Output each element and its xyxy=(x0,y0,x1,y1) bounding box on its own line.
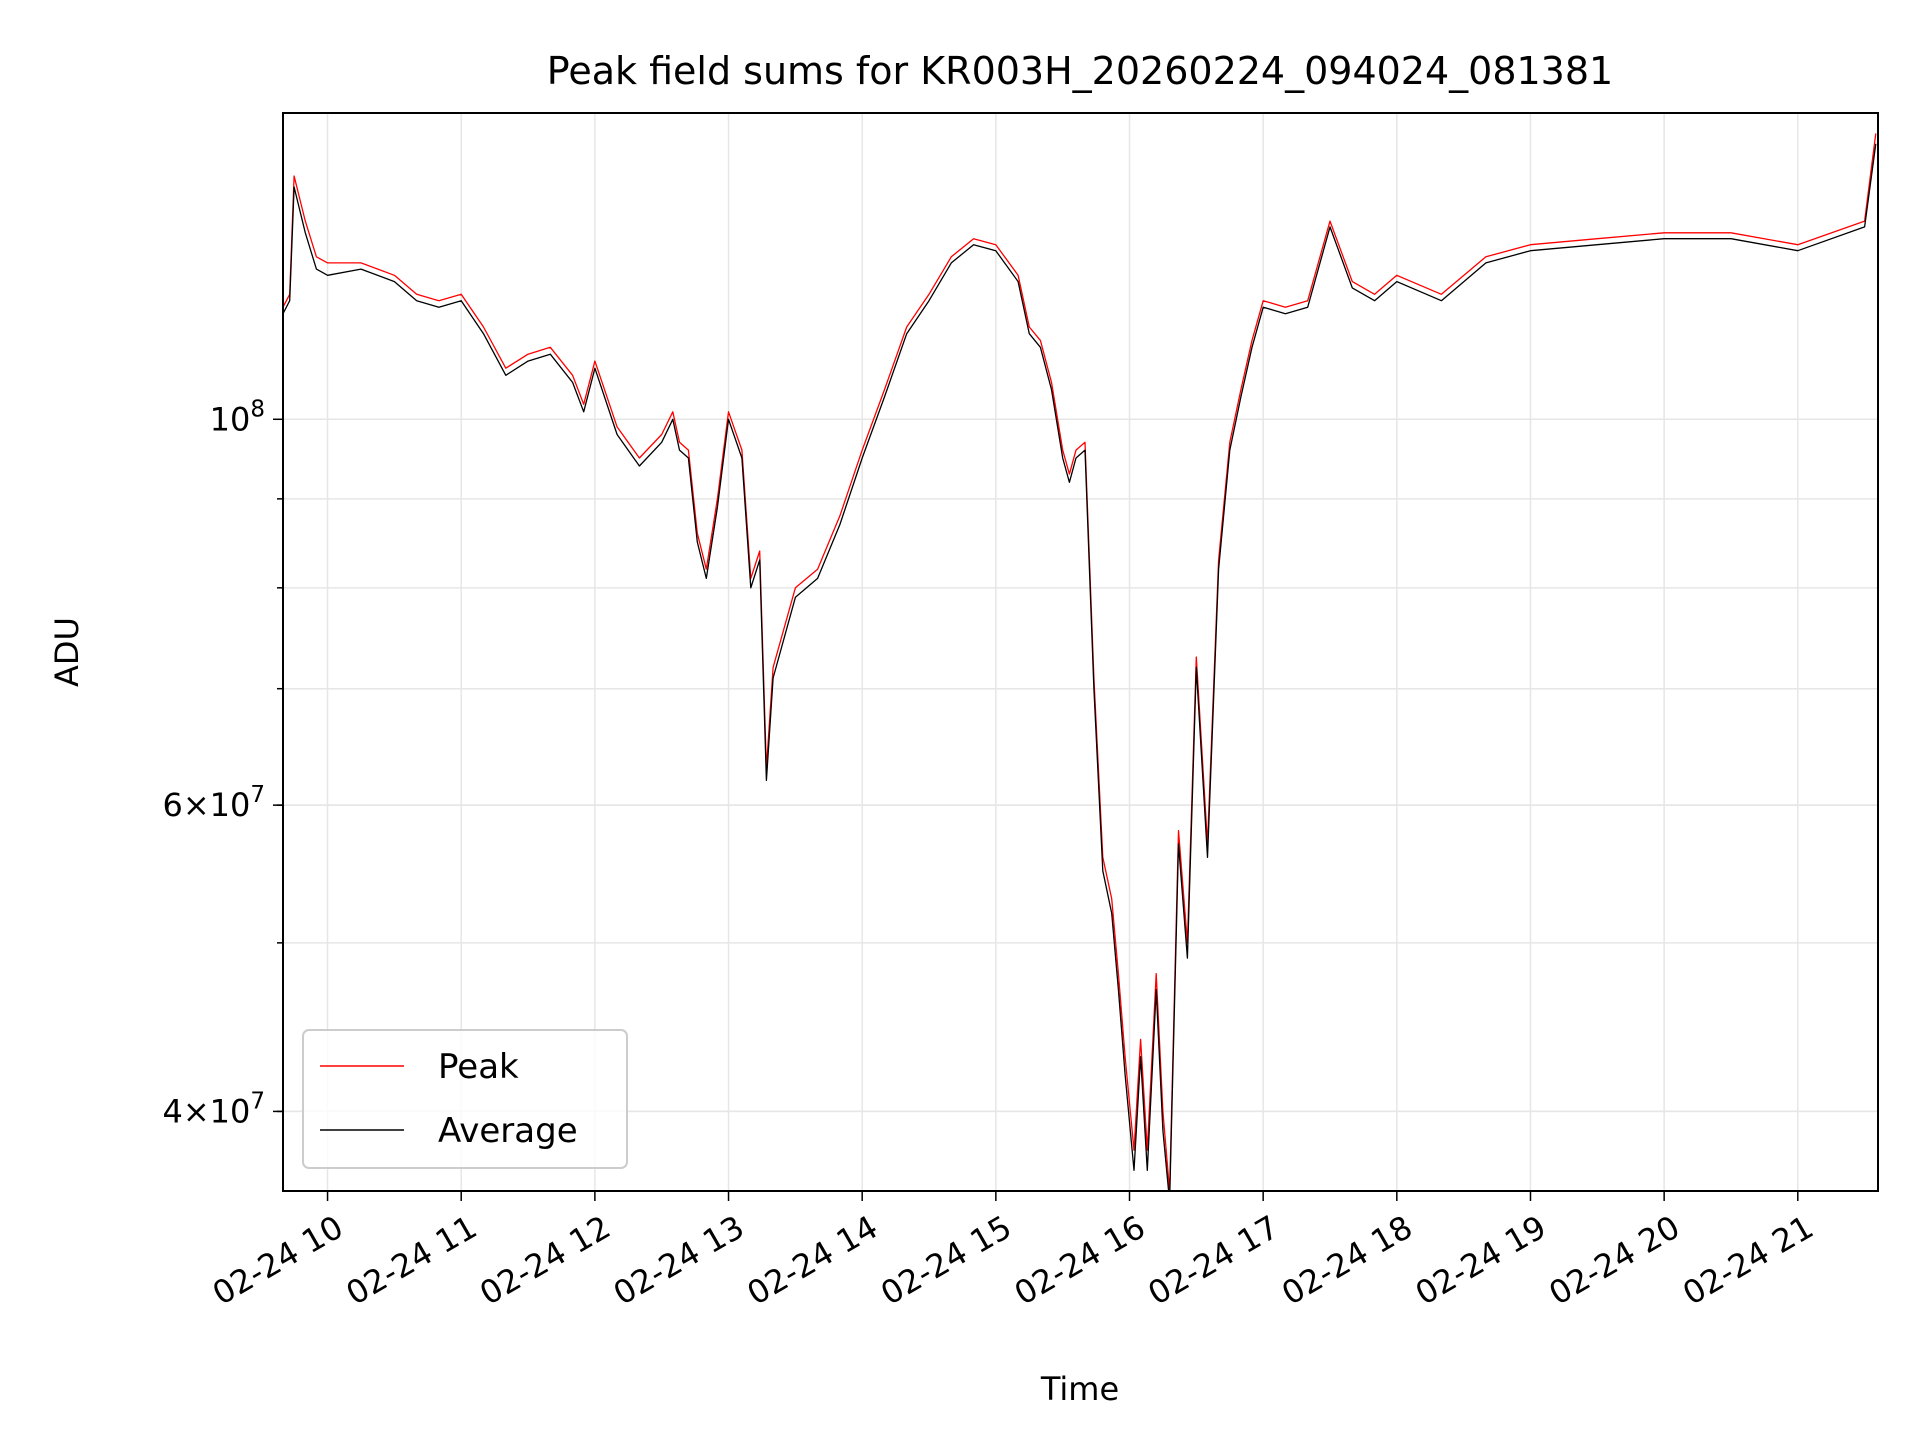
y-tick-label: 108 xyxy=(210,396,265,438)
y-tick-label: 6×107 xyxy=(162,782,265,824)
plot-frame xyxy=(282,112,1879,1192)
series-line-peak xyxy=(283,133,1877,1191)
legend-label-average: Average xyxy=(438,1111,578,1151)
legend: Peak Average xyxy=(302,1029,628,1169)
plot-area xyxy=(282,112,1879,1192)
plot-background xyxy=(283,113,1878,1191)
y-tick-label: 4×107 xyxy=(162,1088,265,1130)
series-line-average xyxy=(283,143,1877,1191)
chart-title: Peak field sums for KR003H_20260224_0940… xyxy=(547,49,1613,93)
x-axis-label: Time xyxy=(1040,1370,1119,1408)
y-axis: 108 6×107 4×107 xyxy=(162,396,283,1130)
legend-label-peak: Peak xyxy=(438,1047,519,1087)
series-layer xyxy=(283,133,1877,1191)
y-axis-label: ADU xyxy=(48,617,86,687)
legend-box xyxy=(302,1029,628,1169)
